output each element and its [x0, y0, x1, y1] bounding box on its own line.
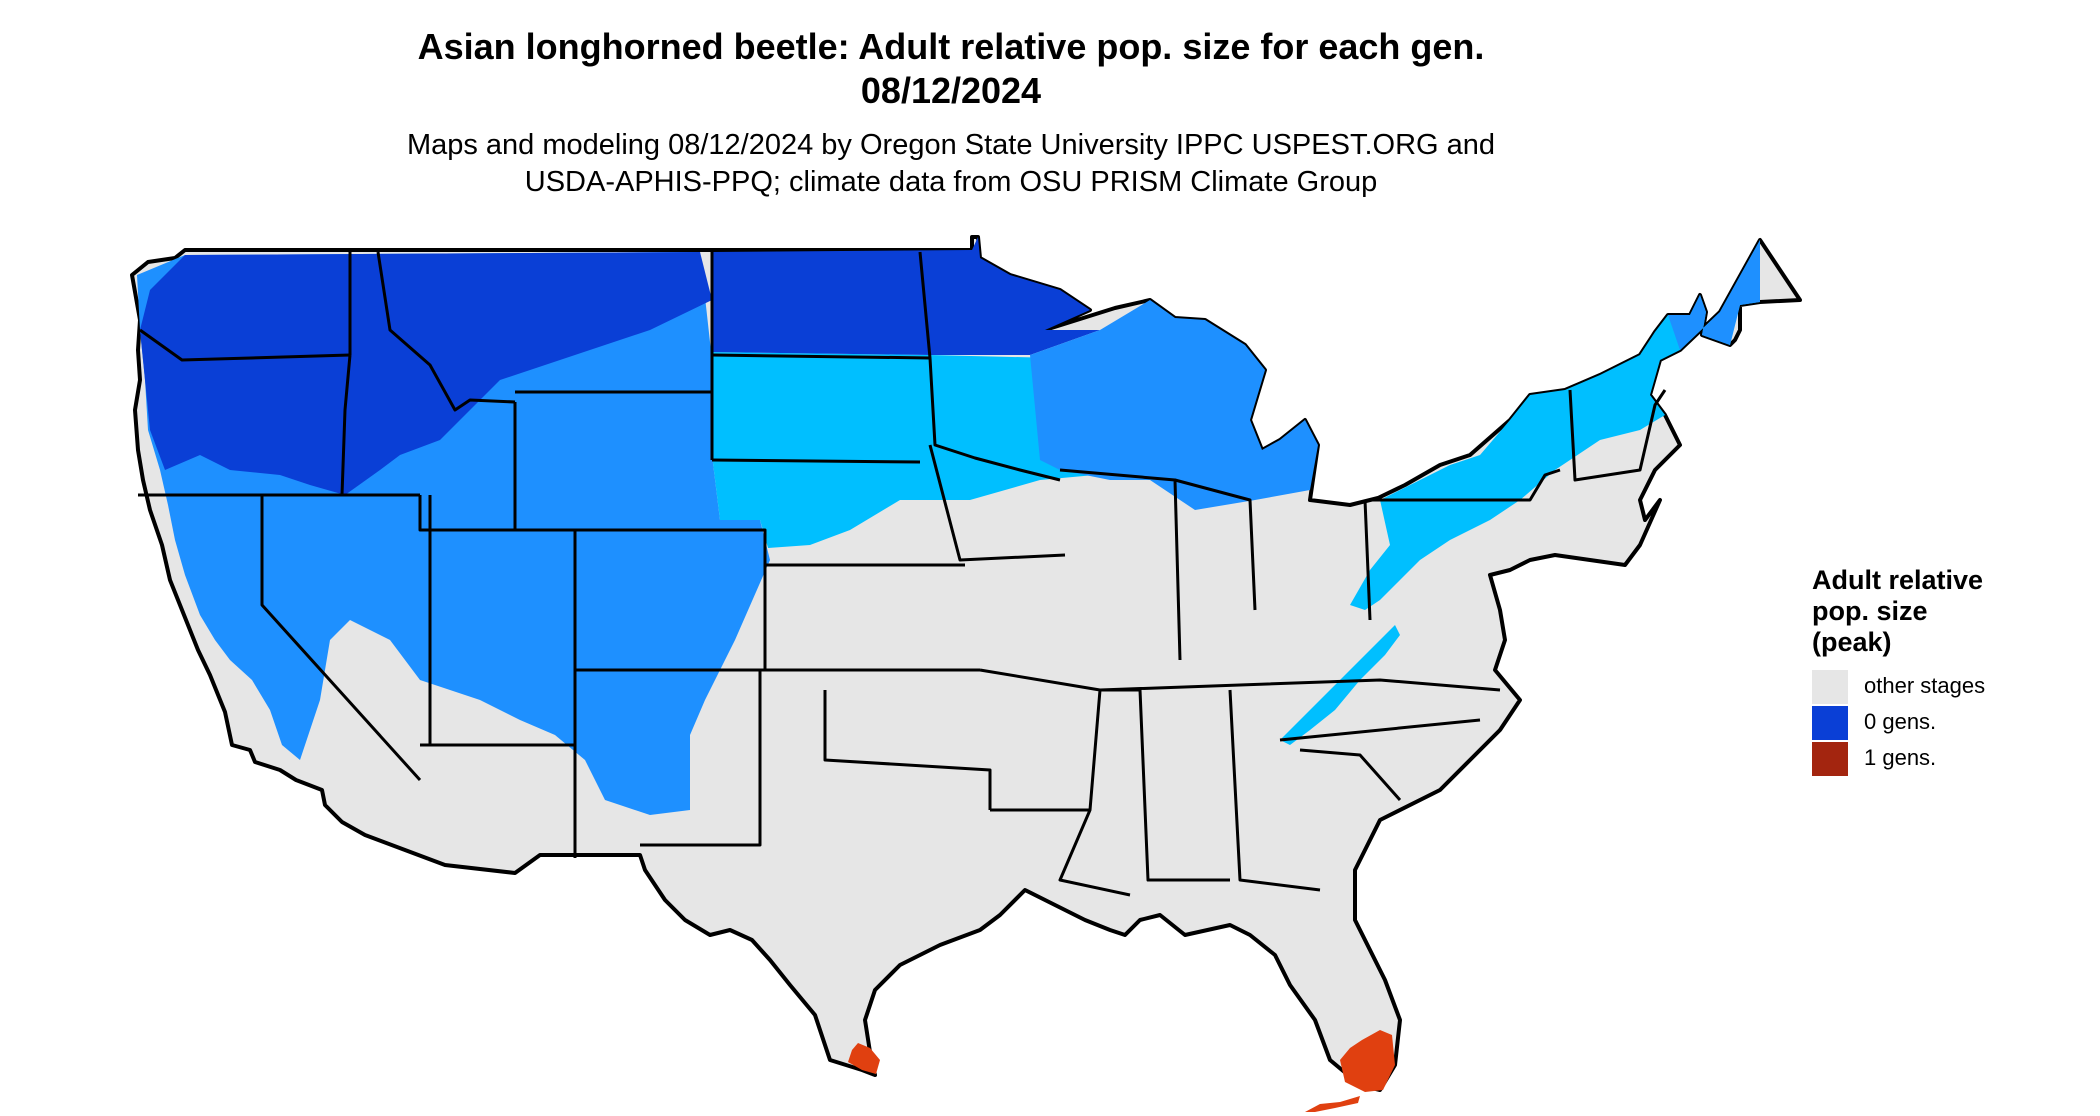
border-sd-ne — [711, 458, 921, 464]
border-nd-sd — [711, 353, 931, 360]
legend-swatch-other-stages — [1812, 670, 1848, 704]
border-or-id — [340, 354, 352, 496]
border-oh-pa — [1363, 499, 1372, 621]
zero-gens-appalachian-strip — [1280, 625, 1400, 745]
border-ne-states — [1568, 389, 1667, 482]
border-wa-or — [139, 328, 351, 362]
title-line-2-date: 08/12/2024 — [860, 70, 1042, 111]
legend-title-line-1: Adult relative — [1812, 565, 1984, 595]
border-co — [575, 528, 767, 670]
border-in-oh — [1174, 478, 1257, 611]
one-gen-region — [848, 1030, 1395, 1112]
one-gen-florida-keys — [1305, 1096, 1360, 1112]
border-va-nc — [1279, 718, 1481, 742]
border-ia-mo — [928, 444, 1066, 562]
one-gen-south-florida — [1340, 1030, 1395, 1092]
legend-title-line-3: (peak) — [1812, 627, 1892, 657]
zero-gens-rockies-dark — [140, 252, 712, 495]
legend-title-line-2: pop. size — [1812, 596, 1928, 626]
border-id-mt — [376, 251, 516, 412]
border-mn-wi — [918, 251, 1061, 482]
border-nm-tx — [575, 668, 762, 847]
legend-label-0-gens: 0 gens. — [1864, 709, 1937, 734]
legend-label-1-gens: 1 gens. — [1864, 745, 1937, 770]
border-ar-la — [990, 808, 1131, 897]
title-line-1: Asian longhorned beetle: Adult relative … — [417, 26, 1485, 67]
zero-gens-northeast — [1350, 240, 1760, 610]
border-id-wy-nv-ut — [418, 402, 517, 532]
border-pa-ny — [1370, 468, 1561, 502]
border-ok-tx — [823, 690, 992, 810]
legend-swatch-0-gens — [1812, 706, 1848, 740]
zero-gens-new-england-dark — [1668, 240, 1760, 350]
border-al-ga — [1228, 689, 1321, 892]
zero-gens-michigan-wisconsin — [1030, 300, 1318, 510]
legend-swatch-1-gens — [1812, 742, 1848, 776]
one-gen-south-texas — [848, 1043, 880, 1074]
border-ca-nv — [260, 495, 422, 782]
subtitle-line-2: USDA-APHIS-PPQ; climate data from OSU PR… — [524, 166, 1378, 198]
border-nc-sc — [1299, 748, 1402, 801]
subtitle-line-1: Maps and modeling 08/12/2024 by Oregon S… — [406, 129, 1496, 161]
border-tn-ky — [1099, 678, 1501, 692]
zero-gens-upper-midwest — [712, 237, 1100, 355]
legend-label-other-stages: other stages — [1864, 673, 1986, 698]
state-borders — [138, 251, 1667, 897]
